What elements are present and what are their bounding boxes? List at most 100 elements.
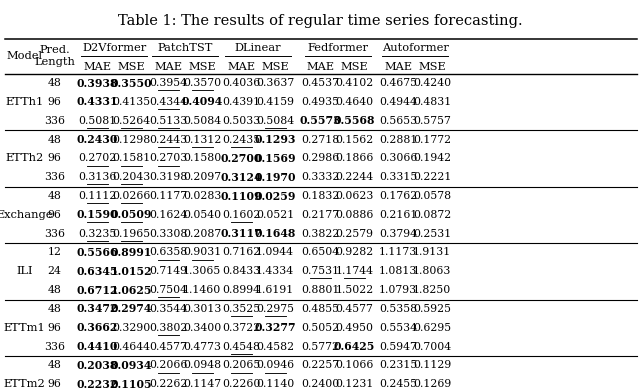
Text: 0.4773: 0.4773 (183, 341, 221, 352)
Text: 1.0944: 1.0944 (256, 248, 294, 258)
Text: 0.9282: 0.9282 (335, 248, 374, 258)
Text: 0.3802: 0.3802 (149, 323, 188, 333)
Text: 0.1312: 0.1312 (183, 135, 221, 145)
Text: MSE: MSE (340, 62, 369, 72)
Text: 0.5757: 0.5757 (413, 116, 451, 126)
Text: 96: 96 (47, 97, 61, 107)
Text: 0.5084: 0.5084 (183, 116, 221, 126)
Text: 336: 336 (44, 172, 65, 182)
Text: 0.1109: 0.1109 (221, 191, 262, 201)
Text: 0.5052: 0.5052 (301, 323, 340, 333)
Text: 0.0872: 0.0872 (413, 210, 451, 220)
Text: 0.0509: 0.0509 (111, 210, 152, 220)
Text: 1.6191: 1.6191 (256, 285, 294, 295)
Text: 96: 96 (47, 153, 61, 163)
Text: 0.6295: 0.6295 (413, 323, 451, 333)
Text: 0.3136: 0.3136 (78, 172, 116, 182)
Text: 1.8063: 1.8063 (413, 266, 451, 276)
Text: 0.4135: 0.4135 (112, 97, 150, 107)
Text: 0.1569: 0.1569 (255, 153, 296, 164)
Text: 0.7504: 0.7504 (149, 285, 188, 295)
Text: 0.0946: 0.0946 (256, 360, 294, 371)
Text: 0.1942: 0.1942 (413, 153, 451, 163)
Text: 0.1965: 0.1965 (112, 229, 150, 239)
Text: 0.1140: 0.1140 (256, 379, 294, 388)
Text: D2Vformer: D2Vformer (82, 43, 147, 53)
Text: 0.8433: 0.8433 (222, 266, 260, 276)
Text: 96: 96 (47, 323, 61, 333)
Text: 0.4640: 0.4640 (335, 97, 374, 107)
Text: 0.1580: 0.1580 (183, 153, 221, 163)
Text: 0.4410: 0.4410 (77, 341, 118, 352)
Text: 0.2087: 0.2087 (183, 229, 221, 239)
Text: 0.4548: 0.4548 (222, 341, 260, 352)
Text: 0.3662: 0.3662 (77, 322, 118, 333)
Text: 0.2455: 0.2455 (379, 379, 417, 388)
Text: 0.1298: 0.1298 (112, 135, 150, 145)
Text: ILI: ILI (16, 266, 33, 276)
Text: 0.5264: 0.5264 (112, 116, 150, 126)
Text: 0.3525: 0.3525 (222, 304, 260, 314)
Text: 0.1177: 0.1177 (149, 191, 188, 201)
Text: 0.4935: 0.4935 (301, 97, 340, 107)
Text: 0.3066: 0.3066 (379, 153, 417, 163)
Text: 0.2531: 0.2531 (413, 229, 451, 239)
Text: 0.0623: 0.0623 (335, 191, 374, 201)
Text: 0.0259: 0.0259 (255, 191, 296, 201)
Text: 0.2038: 0.2038 (77, 360, 118, 371)
Text: 0.0540: 0.0540 (183, 210, 221, 220)
Text: 0.0886: 0.0886 (335, 210, 374, 220)
Text: 0.2043: 0.2043 (112, 172, 150, 182)
Text: 0.4537: 0.4537 (301, 78, 340, 88)
Text: 0.1231: 0.1231 (335, 379, 374, 388)
Text: 0.0283: 0.0283 (183, 191, 221, 201)
Text: MAE: MAE (307, 62, 335, 72)
Text: 0.2066: 0.2066 (149, 360, 188, 371)
Text: 0.5081: 0.5081 (78, 116, 116, 126)
Text: 336: 336 (44, 229, 65, 239)
Text: 1.1460: 1.1460 (183, 285, 221, 295)
Text: 0.3637: 0.3637 (256, 78, 294, 88)
Text: 0.4344: 0.4344 (149, 97, 188, 107)
Text: 96: 96 (47, 379, 61, 388)
Text: 0.5534: 0.5534 (379, 323, 417, 333)
Text: MAE: MAE (83, 62, 111, 72)
Text: 0.6712: 0.6712 (77, 285, 118, 296)
Text: 0.3332: 0.3332 (301, 172, 340, 182)
Text: 48: 48 (47, 285, 61, 295)
Text: 0.3472: 0.3472 (77, 303, 118, 314)
Text: 0.3570: 0.3570 (183, 78, 221, 88)
Text: 0.2443: 0.2443 (149, 135, 188, 145)
Text: Model: Model (6, 51, 42, 61)
Text: 0.4240: 0.4240 (413, 78, 451, 88)
Text: 0.1581: 0.1581 (112, 153, 150, 163)
Text: 0.5925: 0.5925 (413, 304, 451, 314)
Text: 0.5358: 0.5358 (379, 304, 417, 314)
Text: 0.1066: 0.1066 (335, 360, 374, 371)
Text: 48: 48 (47, 191, 61, 201)
Text: 0.2400: 0.2400 (301, 379, 340, 388)
Text: 0.4582: 0.4582 (256, 341, 294, 352)
Text: 1.0793: 1.0793 (379, 285, 417, 295)
Text: 0.6358: 0.6358 (149, 248, 188, 258)
Text: 48: 48 (47, 78, 61, 88)
Text: 1.9131: 1.9131 (413, 248, 451, 258)
Text: 1.1744: 1.1744 (335, 266, 374, 276)
Text: ETTm1: ETTm1 (3, 323, 45, 333)
Text: 0.4675: 0.4675 (379, 78, 417, 88)
Text: 0.0578: 0.0578 (413, 191, 451, 201)
Text: 0.1648: 0.1648 (255, 228, 296, 239)
Text: 0.3794: 0.3794 (379, 229, 417, 239)
Text: 0.9031: 0.9031 (183, 248, 221, 258)
Text: 0.2975: 0.2975 (256, 304, 294, 314)
Text: 0.5084: 0.5084 (256, 116, 294, 126)
Text: 24: 24 (47, 266, 61, 276)
Text: 0.3544: 0.3544 (149, 304, 188, 314)
Text: 0.5568: 0.5568 (334, 115, 375, 126)
Text: 0.3290: 0.3290 (112, 323, 150, 333)
Text: 48: 48 (47, 135, 61, 145)
Text: Table 1: The results of regular time series forecasting.: Table 1: The results of regular time ser… (118, 14, 522, 28)
Text: DLinear: DLinear (235, 43, 282, 53)
Text: 336: 336 (44, 116, 65, 126)
Text: 0.1832: 0.1832 (301, 191, 340, 201)
